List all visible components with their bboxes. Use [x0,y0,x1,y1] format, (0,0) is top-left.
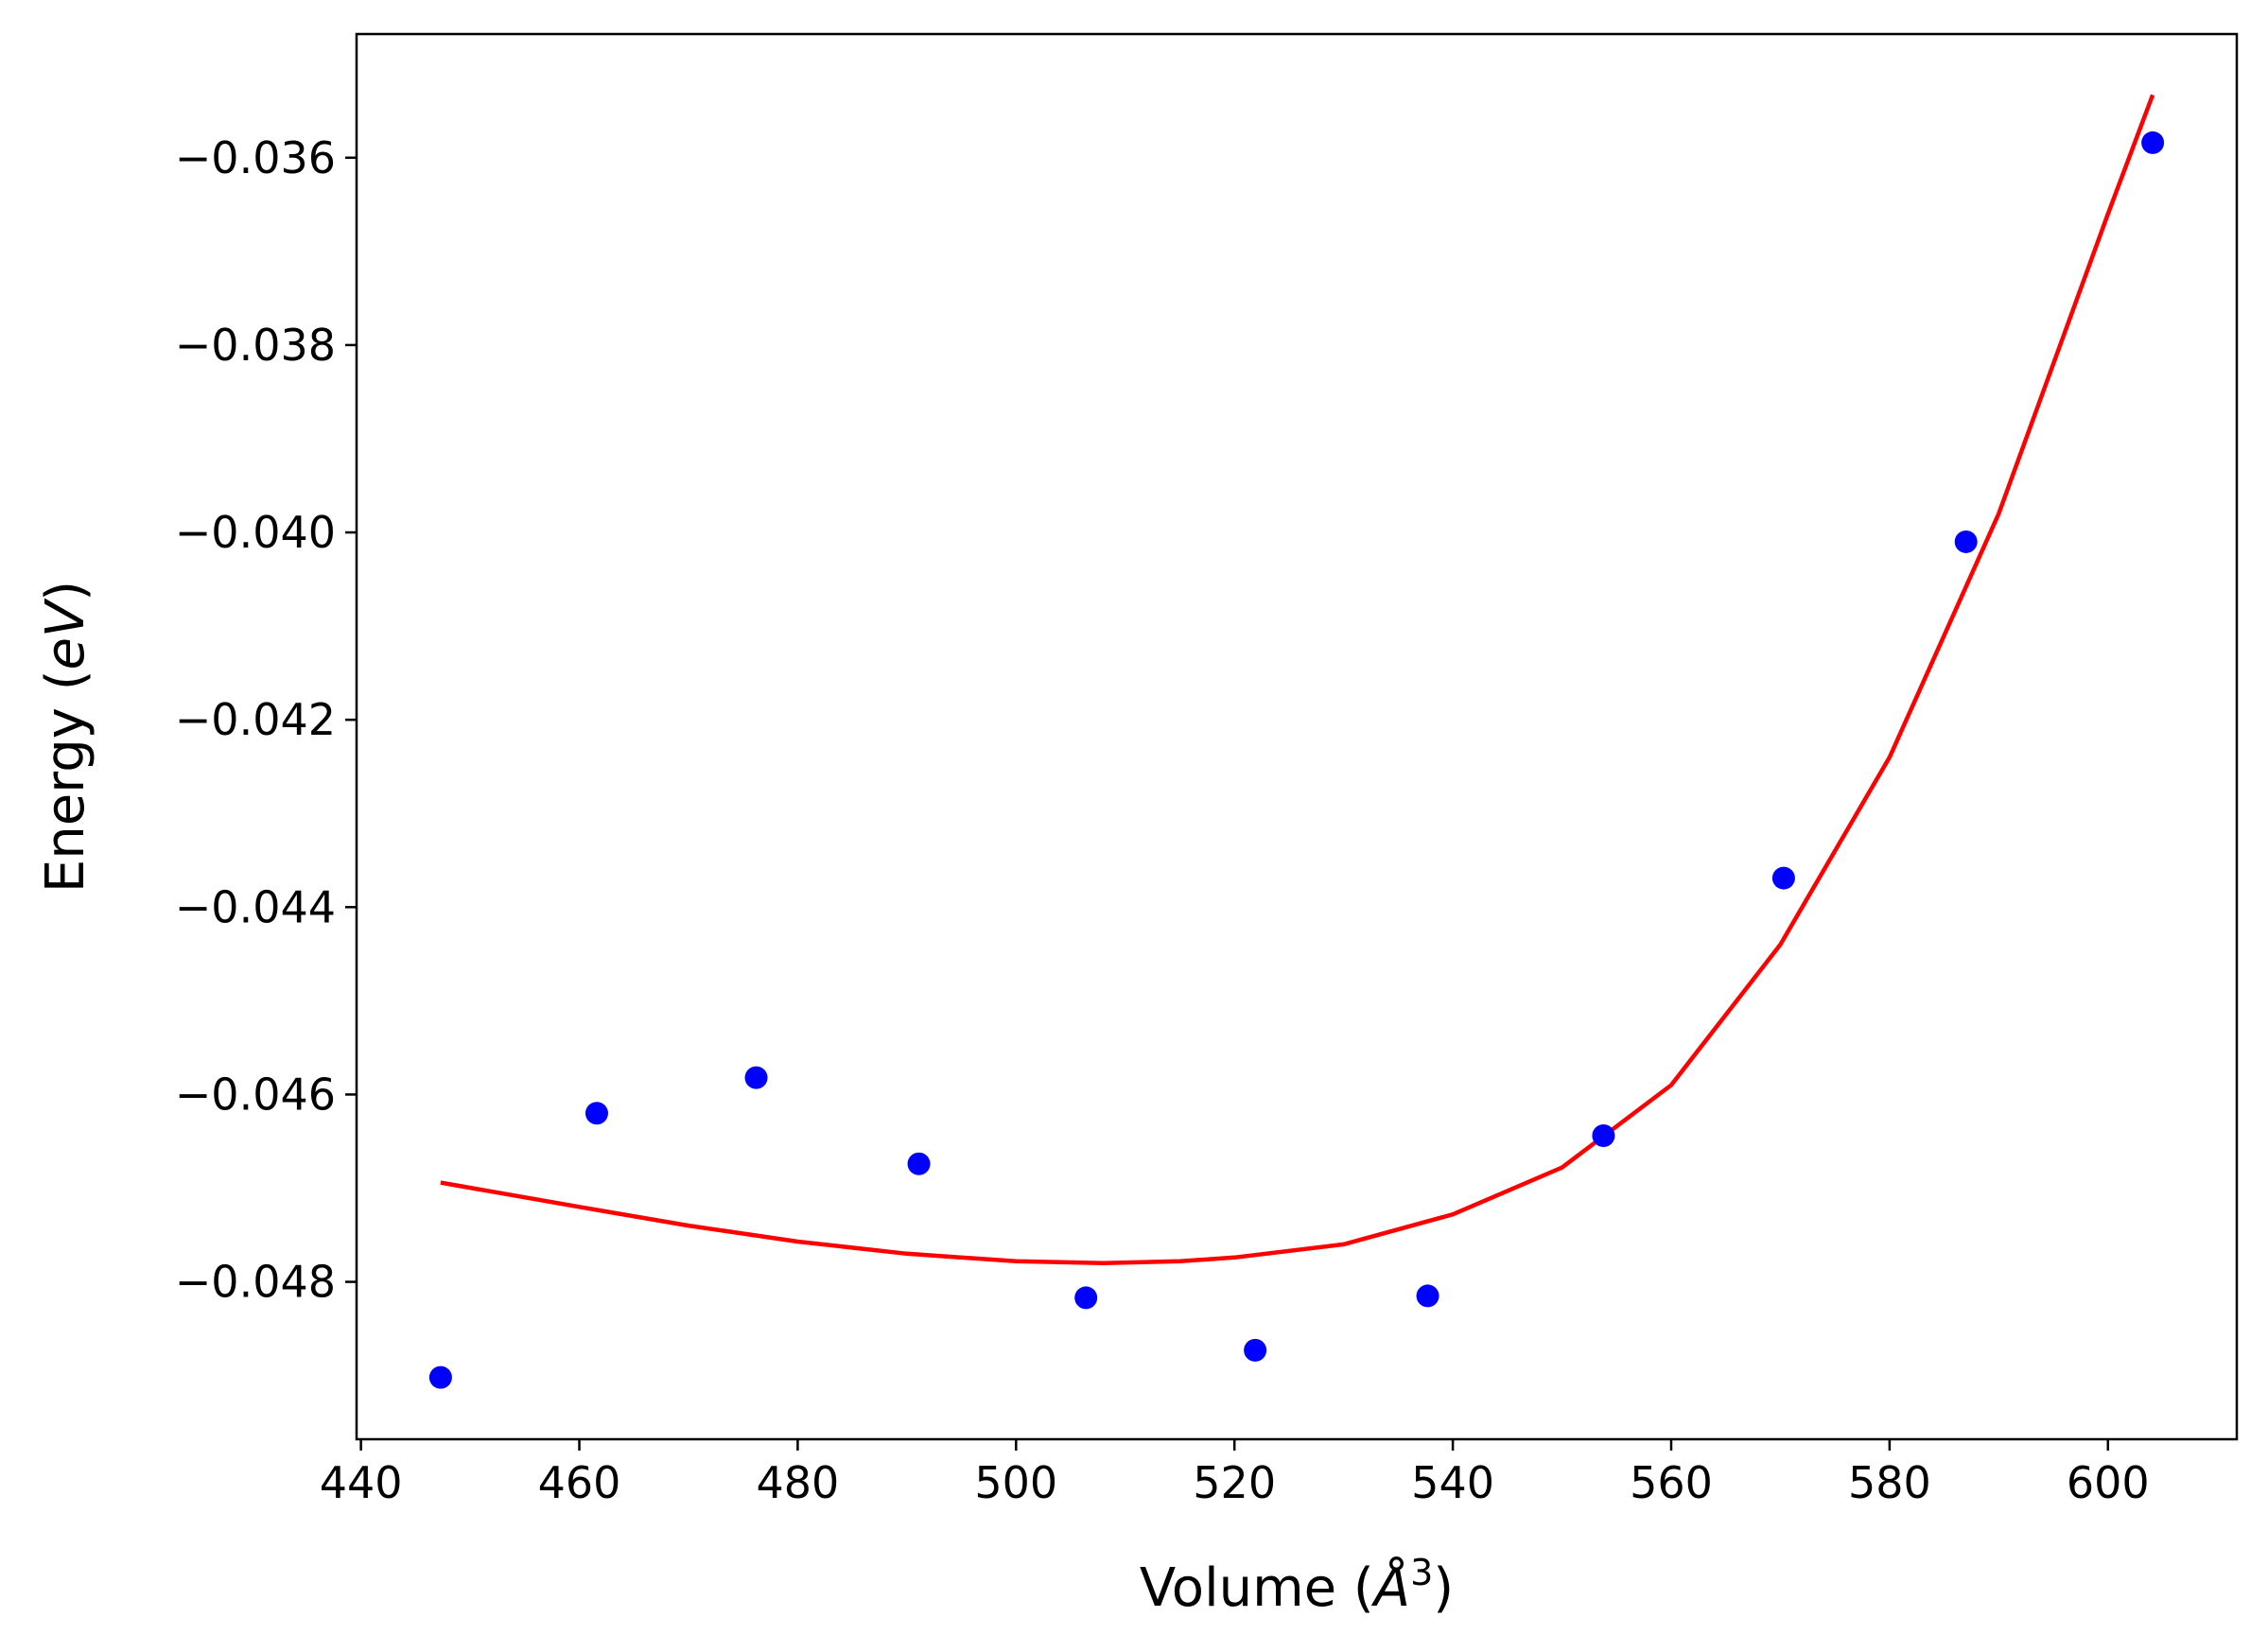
x-axis-label: Volume (Å3) [1140,1552,1454,1619]
y-axis-ticks: −0.048 −0.046 −0.044 −0.042 −0.040 −0.038 −0.0… [175,132,357,1308]
x-tick-label: 580 [1848,1457,1931,1508]
data-point [1592,1124,1615,1148]
data-point [1416,1284,1439,1308]
data-point [1954,530,1978,553]
y-axis-label: Energy (eV) [35,581,96,893]
y-tick-label: −0.044 [175,881,336,932]
x-tick-label: 480 [757,1457,840,1508]
y-tick-label: −0.042 [175,694,336,745]
plot-series [428,94,2165,1389]
data-point [2141,130,2165,154]
plot-frame [355,32,2239,1441]
x-tick-label: 600 [2067,1457,2150,1508]
x-axis-ticks: 440 460 480 500 520 540 560 580 600 [320,1439,2150,1508]
y-tick-label: −0.036 [175,132,336,183]
y-tick-label: −0.038 [175,320,336,371]
data-point [584,1102,608,1125]
data-point [1074,1286,1098,1310]
y-tick-label: −0.040 [175,507,336,558]
data-point [1244,1338,1267,1362]
y-tick-label: −0.048 [175,1257,336,1308]
x-tick-label: 520 [1193,1457,1276,1508]
y-tick-label: −0.046 [175,1069,336,1120]
x-tick-label: 440 [320,1457,403,1508]
fit-curve [440,94,2155,1266]
x-tick-label: 460 [538,1457,621,1508]
data-point [428,1365,452,1389]
x-tick-label: 560 [1630,1457,1713,1508]
data-point [1771,866,1795,890]
data-point [907,1152,931,1175]
x-tick-label: 540 [1411,1457,1494,1508]
x-tick-label: 500 [974,1457,1057,1508]
data-point [744,1066,768,1089]
